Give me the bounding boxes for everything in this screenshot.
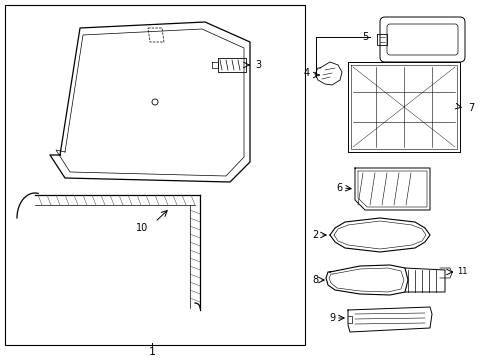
- Text: 3: 3: [255, 60, 261, 70]
- Text: 5: 5: [362, 32, 368, 42]
- Text: 4: 4: [304, 68, 310, 78]
- Text: 1: 1: [148, 347, 155, 357]
- Text: 8: 8: [312, 275, 318, 285]
- Text: 7: 7: [468, 103, 474, 113]
- Text: 11: 11: [457, 267, 467, 276]
- Text: 9: 9: [329, 313, 335, 323]
- Bar: [5, 5, 305, 345]
- Text: 6: 6: [336, 183, 342, 193]
- Text: 2: 2: [312, 230, 318, 240]
- Text: 10: 10: [136, 223, 148, 233]
